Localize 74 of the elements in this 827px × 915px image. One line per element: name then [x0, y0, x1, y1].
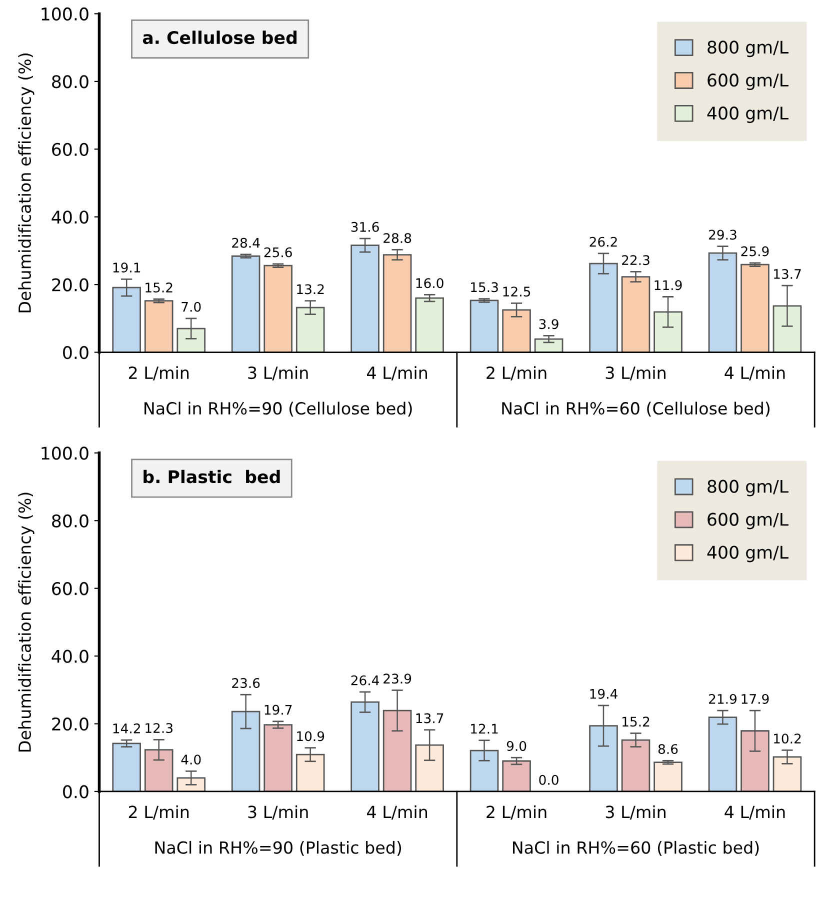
y-tick-label: 40.0	[52, 210, 88, 224]
y-axis-title: Dehumidification efficiency (%)	[18, 54, 34, 312]
y-tick-label: 40.0	[52, 650, 88, 663]
x-tick-label: 4 L/min	[367, 366, 428, 380]
data-label: 16.0	[416, 278, 444, 288]
y-tick-label: 0.0	[63, 785, 88, 798]
data-label: 8.6	[658, 744, 678, 754]
data-label: 25.6	[264, 247, 292, 258]
y-tick-label: 80.0	[52, 75, 88, 88]
data-label: 15.2	[622, 716, 650, 727]
legend-label: 800 gm/L	[708, 40, 788, 58]
data-label: 26.2	[590, 236, 617, 247]
data-label: 29.3	[709, 230, 736, 240]
data-label: 14.2	[113, 723, 140, 734]
x-tick-label: 2 L/min	[128, 366, 189, 380]
data-label: 25.9	[741, 246, 769, 256]
x-tick-label: 4 L/min	[367, 805, 428, 820]
data-label: 4.0	[181, 754, 201, 765]
x-tick-label: 4 L/min	[724, 805, 785, 820]
data-label: 13.2	[297, 284, 324, 294]
x-tick-label: 3 L/min	[248, 366, 308, 380]
text: NaCl in RH%=60 (Cellulose bed)	[502, 402, 770, 417]
legend-label: 600 gm/L	[708, 512, 788, 530]
y-tick-label: 0.0	[63, 346, 88, 360]
data-label: 10.9	[297, 731, 324, 742]
data-label: 13.7	[774, 268, 801, 279]
data-label: 12.5	[503, 286, 530, 297]
data-label: 9.0	[506, 741, 526, 751]
text: NaCl in RH%=60 (Plastic bed)	[513, 840, 759, 856]
y-axis-title: Dehumidification efficiency (%)	[18, 492, 34, 752]
data-label: 0.0	[539, 774, 558, 785]
data-label: 21.9	[709, 694, 736, 704]
data-label: 19.1	[113, 262, 140, 273]
data-label: 7.0	[182, 302, 201, 312]
data-label: 12.1	[471, 724, 498, 734]
y-tick-label: 60.0	[52, 582, 88, 596]
data-label: 26.4	[351, 675, 379, 686]
data-label: 23.6	[232, 678, 260, 688]
y-tick-label: 80.0	[52, 514, 88, 528]
x-tick-label: 3 L/min	[606, 805, 666, 820]
data-label: 28.8	[384, 233, 412, 244]
text: NaCl in RH%=90 (Plastic bed)	[155, 840, 402, 856]
y-tick-label: 100.0	[42, 7, 88, 21]
x-tick-label: 3 L/min	[606, 366, 666, 380]
x-tick-label: 3 L/min	[248, 805, 308, 820]
data-label: 19.7	[264, 704, 292, 715]
data-label: 13.7	[416, 713, 444, 724]
x-tick-label: 4 L/min	[724, 366, 785, 380]
y-tick-label: 20.0	[52, 717, 88, 731]
data-label: 22.3	[622, 255, 650, 266]
data-label: 15.3	[471, 282, 498, 292]
data-label: 3.9	[539, 319, 558, 330]
legend-label: 400 gm/L	[707, 546, 788, 562]
data-label: 31.6	[351, 222, 379, 232]
text: NaCl in RH%=90 (Cellulose bed)	[144, 402, 412, 417]
data-label: 28.4	[232, 238, 260, 248]
y-tick-label: 20.0	[52, 278, 88, 292]
data-label: 19.4	[590, 688, 618, 699]
data-label: 17.9	[742, 694, 769, 704]
y-tick-label: 100.0	[42, 446, 88, 460]
data-label: 12.3	[146, 723, 172, 734]
x-tick-label: 2 L/min	[486, 366, 546, 380]
data-label: 10.2	[774, 734, 801, 744]
data-label: 11.9	[654, 280, 682, 290]
legend-label: 600 gm/L	[708, 74, 788, 90]
y-tick-label: 60.0	[52, 142, 88, 156]
x-tick-label: 2 L/min	[486, 805, 546, 820]
legend-label: 800 gm/L	[708, 480, 788, 496]
text: a. Cellulose bed	[142, 30, 296, 44]
data-label: 15.2	[146, 282, 172, 293]
data-label: 23.9	[384, 674, 412, 684]
x-tick-label: 2 L/min	[128, 805, 189, 820]
text: b. Plastic bed	[144, 470, 280, 484]
legend-label: 400 gm/L	[707, 106, 788, 123]
